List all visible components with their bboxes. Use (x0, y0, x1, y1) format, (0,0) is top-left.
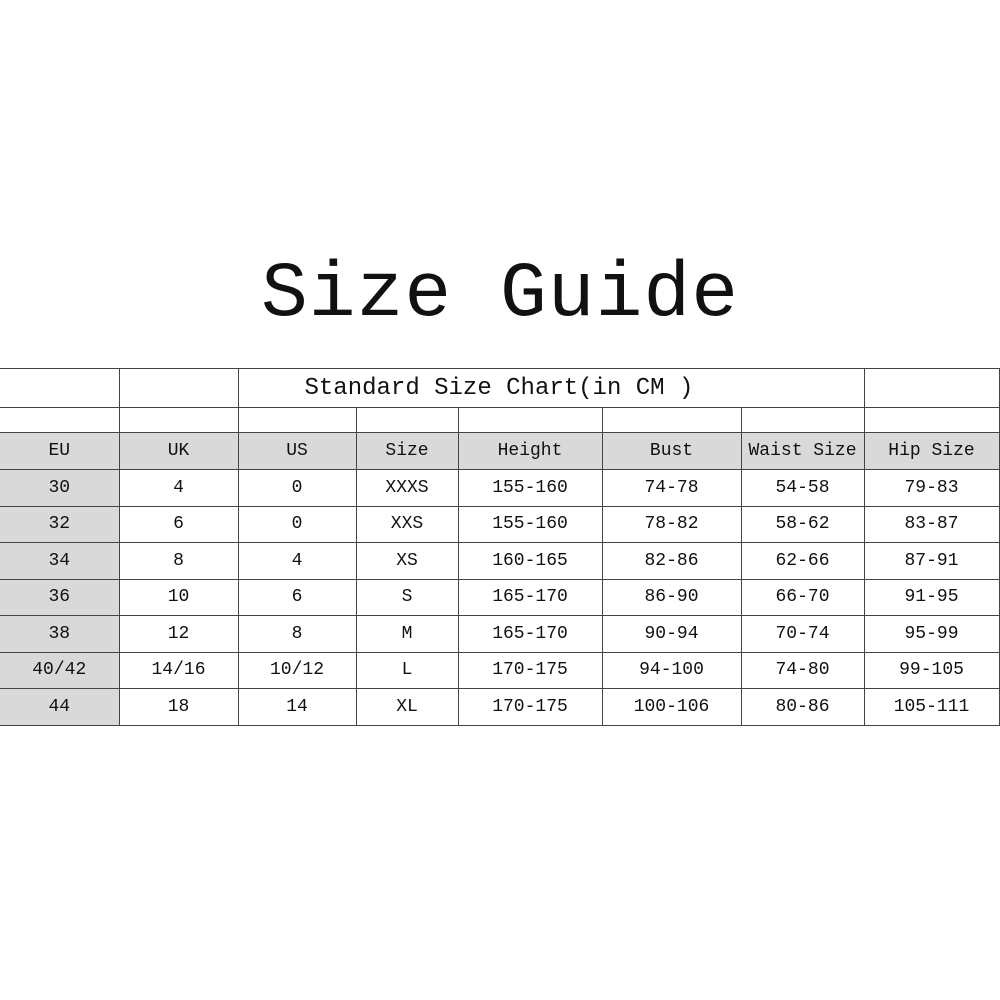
table-cell: 90-94 (601, 615, 742, 653)
caption-row: Standard Size Chart(in CM ) (0, 368, 1000, 408)
column-header: EU (0, 432, 120, 470)
empty-cell (355, 407, 459, 433)
empty-cell (863, 368, 1000, 408)
table-cell: 165-170 (457, 615, 603, 653)
header-row: EU UK US Size Height Bust Waist Size Hip Size (0, 432, 1000, 470)
table-cell: XXXS (355, 469, 459, 507)
table-cell: 78-82 (601, 505, 742, 543)
column-header: Height (457, 432, 603, 470)
empty-cell (237, 407, 357, 433)
table-cell: 99-105 (863, 651, 1000, 689)
table-row: 34 8 4 XS 160-165 82-86 62-66 87-91 (0, 542, 1000, 580)
table-cell: 170-175 (457, 651, 603, 689)
table-cell: 40/42 (0, 651, 120, 689)
empty-cell (0, 407, 120, 433)
table-cell: S (355, 578, 459, 616)
column-header: UK (118, 432, 239, 470)
page-title: Size Guide (260, 251, 740, 339)
empty-cell (457, 407, 603, 433)
table-cell: 30 (0, 469, 120, 507)
table-cell: 105-111 (863, 688, 1000, 726)
empty-cell (863, 407, 1000, 433)
empty-cell (118, 407, 239, 433)
table-cell: 0 (237, 505, 357, 543)
table-cell: 165-170 (457, 578, 603, 616)
table-cell: 155-160 (457, 469, 603, 507)
table-row: 36 10 6 S 165-170 86-90 66-70 91-95 (0, 578, 1000, 616)
table-cell: 0 (237, 469, 357, 507)
table-cell: 18 (118, 688, 239, 726)
table-cell: 14 (237, 688, 357, 726)
table-cell: 62-66 (740, 542, 865, 580)
table-cell: XL (355, 688, 459, 726)
table-row: 38 12 8 M 165-170 90-94 70-74 95-99 (0, 615, 1000, 653)
table-row: 44 18 14 XL 170-175 100-106 80-86 105-111 (0, 688, 1000, 726)
table-cell: 36 (0, 578, 120, 616)
table-cell: 155-160 (457, 505, 603, 543)
table-cell: 83-87 (863, 505, 1000, 543)
column-header: Bust (601, 432, 742, 470)
table-cell: 10 (118, 578, 239, 616)
table-cell: 32 (0, 505, 120, 543)
table-row: 40/42 14/16 10/12 L 170-175 94-100 74-80 99-105 (0, 651, 1000, 689)
table-cell: 82-86 (601, 542, 742, 580)
empty-cell (601, 407, 742, 433)
empty-cell (118, 368, 239, 408)
table-cell: 80-86 (740, 688, 865, 726)
empty-cell (740, 407, 865, 433)
table-cell: 4 (118, 469, 239, 507)
table-cell: 34 (0, 542, 120, 580)
table-cell: 14/16 (118, 651, 239, 689)
table-cell: 86-90 (601, 578, 742, 616)
table-cell: XS (355, 542, 459, 580)
table-cell: 6 (237, 578, 357, 616)
table-cell: 100-106 (601, 688, 742, 726)
column-header: US (237, 432, 357, 470)
size-chart-table: Standard Size Chart(in CM ) EU UK US Size He… (0, 368, 1000, 726)
table-cell: 95-99 (863, 615, 1000, 653)
table-cell: 170-175 (457, 688, 603, 726)
column-header: Waist Size (740, 432, 865, 470)
table-cell: 8 (237, 615, 357, 653)
column-header: Hip Size (863, 432, 1000, 470)
table-row: 30 4 0 XXXS 155-160 74-78 54-58 79-83 (0, 469, 1000, 507)
table-cell: 4 (237, 542, 357, 580)
chart-caption: Standard Size Chart(in CM ) (237, 368, 865, 408)
table-cell: 44 (0, 688, 120, 726)
table-cell: M (355, 615, 459, 653)
table-cell: 70-74 (740, 615, 865, 653)
table-cell: 54-58 (740, 469, 865, 507)
table-cell: 58-62 (740, 505, 865, 543)
table-cell: L (355, 651, 459, 689)
table-cell: 6 (118, 505, 239, 543)
spacer-row (0, 407, 1000, 433)
table-cell: 91-95 (863, 578, 1000, 616)
column-header: Size (355, 432, 459, 470)
table-cell: 38 (0, 615, 120, 653)
table-cell: 87-91 (863, 542, 1000, 580)
empty-cell (0, 368, 120, 408)
table-cell: 74-80 (740, 651, 865, 689)
table-cell: 12 (118, 615, 239, 653)
table-row: 32 6 0 XXS 155-160 78-82 58-62 83-87 (0, 505, 1000, 543)
table-cell: 94-100 (601, 651, 742, 689)
table-cell: 74-78 (601, 469, 742, 507)
table-cell: 66-70 (740, 578, 865, 616)
table-cell: 79-83 (863, 469, 1000, 507)
table-cell: XXS (355, 505, 459, 543)
table-cell: 160-165 (457, 542, 603, 580)
table-cell: 8 (118, 542, 239, 580)
table-cell: 10/12 (237, 651, 357, 689)
